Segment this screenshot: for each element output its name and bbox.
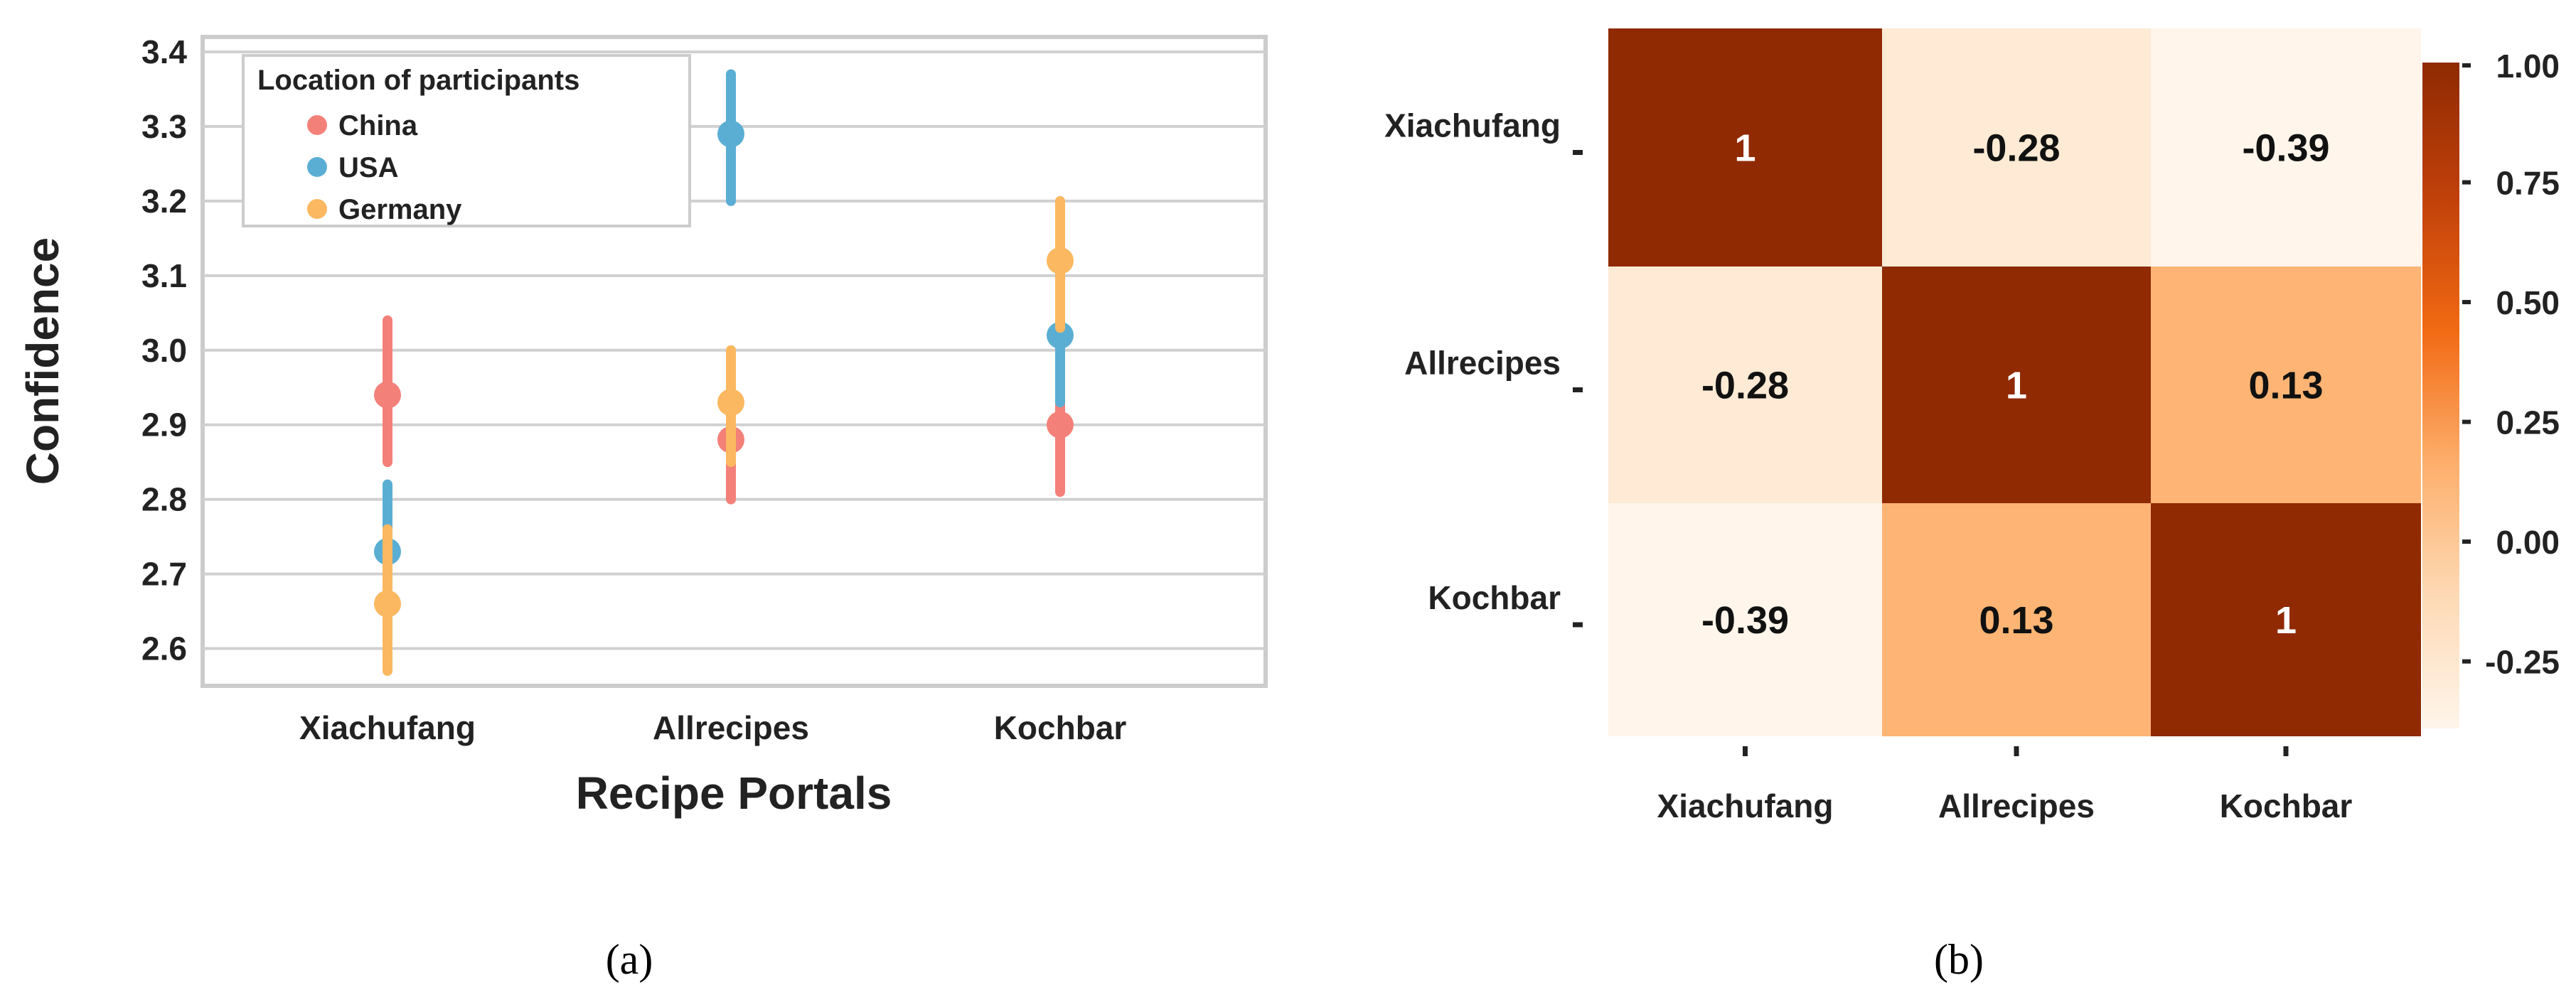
point-plot-panel: 2.6 2.7 2.8 2.9 3.0 3.1 3.2 3.3 3.4 Xiachufang Al… (17, 33, 1268, 983)
panel-label-b: (b) (1934, 936, 1984, 983)
x-tick-label-xiachufang: Xiachufang (299, 709, 476, 746)
cell-label: -0.28 (1701, 365, 1789, 407)
cell-label: 1 (1734, 127, 1755, 170)
colorbar-ticks: 1.00 0.75 0.50 0.25 0.00 -0.25 (2462, 48, 2560, 681)
legend-marker-germany (307, 199, 327, 219)
x-tick-label-kochbar: Kochbar (994, 709, 1127, 746)
row-label-kochbar: Kochbar (1428, 579, 1561, 616)
heatmap-cell-kochbar-allrecipes (1882, 503, 2151, 736)
y-tick-label: 2.8 (141, 481, 187, 518)
column-labels: Xiachufang Allrecipes Kochbar (1657, 746, 2353, 824)
point-china-xiachufang (374, 381, 401, 409)
y-tick-label: 3.3 (141, 108, 187, 145)
legend-marker-china (307, 115, 327, 135)
colorbar (2422, 63, 2459, 728)
colorbar-tick-label: 0.25 (2496, 404, 2560, 441)
x-tick-label-allrecipes: Allrecipes (653, 709, 809, 746)
heatmap-cell-allrecipes-allrecipes (1882, 267, 2151, 503)
row-label-xiachufang: Xiachufang (1384, 107, 1561, 144)
heatmap-cells: 1 -0.28 -0.39 -0.28 1 0.13 -0.39 0.13 1 (1608, 28, 2421, 736)
cell-label: -0.28 (1972, 127, 2060, 170)
legend-box (242, 54, 691, 227)
heatmap-cell-xiachufang-kochbar (2151, 28, 2421, 267)
y-tick-label: 3.4 (141, 33, 187, 70)
y-tick-labels: 2.6 2.7 2.8 2.9 3.0 3.1 3.2 3.3 3.4 (141, 33, 187, 667)
cell-label: 1 (2275, 599, 2297, 642)
heatmap-cell-xiachufang-xiachufang (1608, 28, 1882, 267)
heatmap-cell-allrecipes-xiachufang (1608, 267, 1882, 503)
gridlines (203, 50, 1266, 650)
legend-marker-usa (307, 157, 327, 177)
legend-title: Location of participants (257, 65, 579, 96)
legend-label-usa: USA (338, 152, 398, 183)
colorbar-tick-label: 0.00 (2496, 524, 2560, 561)
heatmap-cell-kochbar-xiachufang (1608, 503, 1882, 736)
column-label-xiachufang: Xiachufang (1657, 787, 1834, 824)
heatmap-panel: 1 -0.28 -0.39 -0.28 1 0.13 -0.39 0.13 1 Xiachufa… (1384, 28, 2560, 983)
colorbar-tick-label: 0.50 (2496, 284, 2560, 321)
y-tick-label: 2.9 (141, 407, 187, 443)
cell-label: 0.13 (2248, 365, 2323, 407)
heatmap-cell-allrecipes-kochbar (2151, 267, 2421, 503)
heatmap-cell-kochbar-kochbar (2151, 503, 2421, 736)
point-china-kochbar (1047, 411, 1074, 439)
point-germany-kochbar (1047, 247, 1074, 274)
y-tick-label: 2.7 (141, 556, 187, 593)
column-label-allrecipes: Allrecipes (1938, 787, 2095, 824)
y-tick-label: 3.0 (141, 332, 187, 369)
y-tick-label: 2.6 (141, 630, 187, 667)
x-tick-labels: Xiachufang Allrecipes Kochbar (299, 709, 1126, 746)
y-tick-label: 3.2 (141, 183, 187, 220)
point-usa-kochbar (1047, 321, 1074, 349)
x-axis-title: Recipe Portals (576, 768, 892, 819)
legend-label-germany: Germany (338, 194, 462, 225)
panel-label-a: (a) (606, 936, 653, 983)
legend: Location of participants China USA Germa… (242, 54, 691, 227)
colorbar-tick-label: 0.75 (2496, 165, 2560, 202)
cell-label: 1 (2006, 365, 2027, 407)
row-label-allrecipes: Allrecipes (1404, 345, 1561, 382)
cell-label: 0.13 (1979, 599, 2053, 642)
y-axis-title: Confidence (17, 237, 68, 485)
cell-label: -0.39 (1701, 599, 1789, 642)
legend-label-china: China (338, 110, 418, 141)
point-germany-xiachufang (374, 590, 401, 618)
heatmap-cell-xiachufang-allrecipes (1882, 28, 2151, 267)
point-usa-allrecipes (717, 120, 744, 148)
point-germany-allrecipes (717, 389, 744, 416)
series-germany (374, 195, 1074, 677)
column-label-kochbar: Kochbar (2220, 787, 2353, 824)
row-labels: Xiachufang Allrecipes Kochbar (1384, 107, 1583, 628)
y-tick-label: 3.1 (141, 257, 187, 294)
cell-label: -0.39 (2242, 127, 2329, 170)
series-marks (374, 69, 1074, 677)
colorbar-tick-label: 1.00 (2496, 48, 2560, 85)
colorbar-tick-label: -0.25 (2485, 644, 2560, 681)
